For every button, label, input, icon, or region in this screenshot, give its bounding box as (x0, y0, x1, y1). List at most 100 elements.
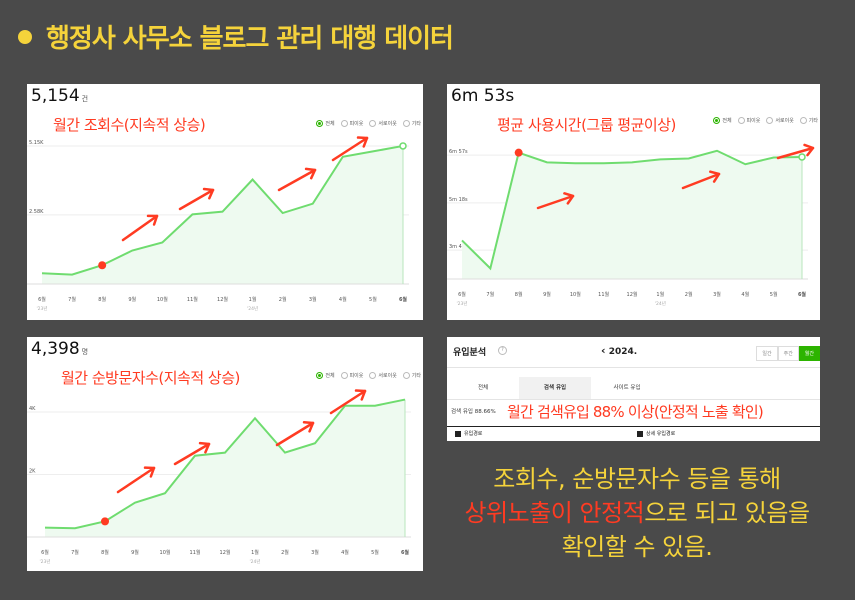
legend-mutual[interactable]: 서로이웃 (369, 120, 397, 127)
bullet-dot-icon (18, 29, 32, 44)
page-title: 행정사 사무소 블로그 관리 대행 데이터 (46, 24, 454, 54)
summary-text: 조회수, 순방문자수 등을 통해 상위노출이 안정적으로 되고 있음을 확인할 … (432, 462, 842, 564)
summary-line-2: 상위노출이 안정적으로 되고 있음을 (464, 499, 810, 527)
trend-arrow-head (198, 441, 211, 454)
radio-icon (340, 372, 348, 379)
trend-arrow (681, 172, 721, 190)
area-fill (42, 145, 403, 284)
radio-icon (402, 372, 410, 379)
legend-mutual[interactable]: 서로이웃 (766, 117, 794, 124)
weekly-button[interactable]: 주간 (777, 346, 799, 361)
radio-selected-icon (316, 120, 324, 127)
trend-arrow (329, 389, 367, 415)
y-tick-label: 2.58K (29, 209, 44, 215)
trend-arrow-head (143, 466, 156, 478)
radio-icon (737, 117, 745, 124)
x-tick-label: 11월 (187, 296, 198, 303)
radio-selected-icon (316, 372, 324, 379)
year-selector[interactable]: ‹ 2024. (601, 344, 638, 357)
trend-arrow-head (709, 170, 721, 183)
x-tick-label: 12월 (217, 296, 228, 303)
legend-other[interactable]: 기타 (799, 117, 818, 124)
radio-icon (799, 117, 807, 124)
legend-neighbor[interactable]: 피이웃 (340, 120, 363, 127)
x-tick-label: 11월 (598, 291, 609, 298)
trend-arrow-head (146, 214, 159, 226)
y-tick-label: 3m 40s (449, 244, 468, 250)
trend-arrow (116, 466, 156, 494)
chevron-left-icon[interactable]: ‹ (601, 344, 606, 357)
x-tick-label: 9월 (543, 291, 551, 298)
x-tick-label: 10월 (160, 549, 171, 556)
trend-arrow-head (356, 136, 369, 148)
visitors-caption: 월간 순방문자수(지속적 상승) (61, 369, 240, 387)
avg-time-legend[interactable]: 전체 피이웃 서로이웃 기타 (713, 117, 818, 124)
legend-other[interactable]: 기타 (402, 372, 421, 379)
tab-search[interactable]: 검색 유입 (519, 377, 591, 399)
source-path-label: 유입경로 (455, 430, 482, 437)
current-point (399, 142, 407, 150)
y-tick-label: 5.15K (29, 140, 44, 146)
x-tick-label: 8월 (515, 291, 523, 298)
trend-arrow-head (304, 167, 317, 180)
area-fill (462, 150, 802, 279)
legend-neighbor[interactable]: 피이웃 (737, 117, 760, 124)
area-fill (45, 399, 405, 537)
x-tick-label: 4월 (341, 549, 349, 556)
legend-all[interactable]: 전체 (713, 117, 732, 124)
x-tick-label: 8월 (101, 549, 109, 556)
help-icon[interactable]: ? (498, 346, 507, 355)
trend-arrow (173, 442, 211, 466)
views-line-chart: 5.15K 2.58K 6월 7월 8월 9월 10월 11월 12월 1월 2월 3월 4월 5월 6월 '… (27, 136, 409, 312)
x-tick-label: 5월 (369, 296, 377, 303)
x-tick-label: 2월 (281, 549, 289, 556)
year-label: '24년 (655, 300, 666, 307)
x-tick-label: 3월 (713, 291, 721, 298)
x-tick-label: 3월 (309, 296, 317, 303)
x-tick-label: 1월 (656, 291, 664, 298)
x-tick-label: 6월 (41, 549, 49, 556)
legend-other[interactable]: 기타 (402, 120, 421, 127)
traffic-analysis-panel: 유입분석 ? ‹ 2024. 일간 주간 월간 전체 검색 유입 사이트 유입 … (447, 337, 820, 441)
x-tick-label: 10월 (157, 296, 168, 303)
summary-line-3: 확인할 수 있음. (561, 533, 713, 561)
daily-button[interactable]: 일간 (756, 346, 778, 361)
legend-all[interactable]: 전체 (316, 372, 335, 379)
legend-neighbor[interactable]: 피이웃 (340, 372, 363, 379)
radio-selected-icon (713, 117, 721, 124)
legend-mutual[interactable]: 서로이웃 (369, 372, 397, 379)
x-tick-label: 7월 (486, 291, 494, 298)
radio-icon (369, 372, 377, 379)
x-tick-label: 5월 (770, 291, 778, 298)
x-tick-label: 6월 (401, 549, 409, 556)
legend-all[interactable]: 전체 (316, 120, 335, 127)
x-tick-label: 8월 (98, 296, 106, 303)
tab-all[interactable]: 전체 (477, 385, 489, 391)
x-tick-label: 4월 (741, 291, 749, 298)
x-tick-label: 6월 (798, 291, 806, 298)
search-share-text: 검색 유입 88.66% (451, 409, 496, 415)
b-logo-icon (455, 430, 461, 437)
trend-arrow (776, 146, 815, 160)
period-buttons: 일간 주간 월간 (756, 346, 820, 361)
views-legend[interactable]: 전체 피이웃 서로이웃 기타 (316, 120, 421, 127)
radio-icon (340, 120, 348, 127)
x-tick-label: 10월 (570, 291, 581, 298)
trend-arrow (275, 421, 315, 447)
trend-arrow-head (563, 192, 575, 205)
tab-site[interactable]: 사이트 유입 (613, 385, 641, 391)
y-tick-label: 6m 57s (449, 149, 468, 155)
detail-path-label: 상세 유입경로 (637, 430, 675, 437)
x-tick-label: 7월 (71, 549, 79, 556)
visitors-legend[interactable]: 전체 피이웃 서로이웃 기타 (316, 372, 421, 379)
year-label: '24년 (247, 305, 258, 312)
x-tick-label: 1월 (249, 296, 257, 303)
trend-arrow (178, 188, 215, 211)
y-tick-label: 5m 18s (449, 197, 468, 203)
year-label: '23년 (36, 305, 47, 312)
traffic-tabs: 전체 검색 유입 사이트 유입 (447, 377, 820, 400)
monthly-button[interactable]: 월간 (798, 346, 820, 361)
year-label: '23년 (456, 300, 467, 307)
radio-icon (402, 120, 410, 127)
x-tick-label: 4월 (339, 296, 347, 303)
